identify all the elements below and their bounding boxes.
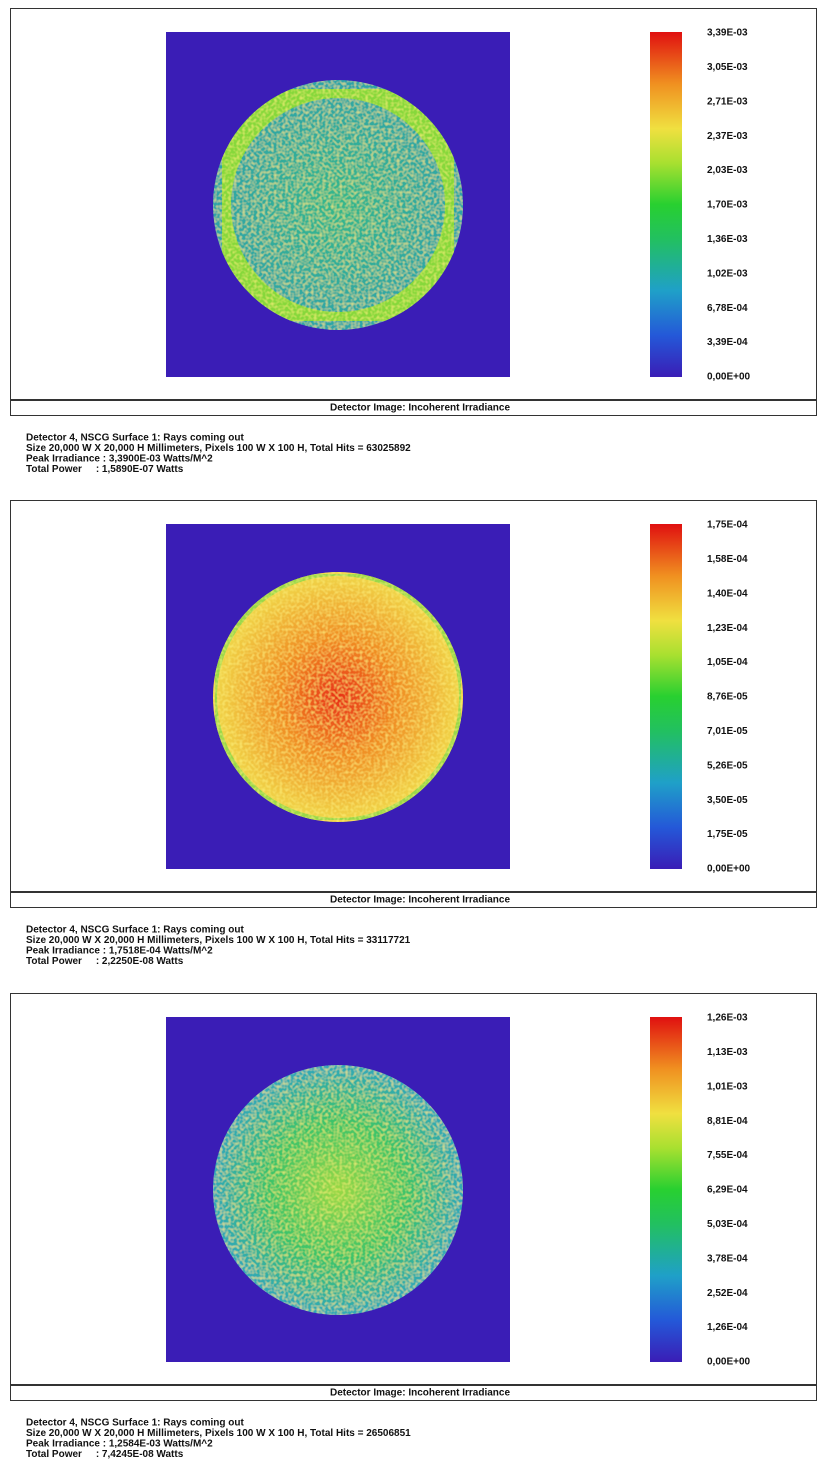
colorbar-label: 8,81E-04	[707, 1116, 748, 1127]
colorbar-label: 3,39E-04	[707, 337, 748, 348]
colorbar-label: 1,01E-03	[707, 1081, 748, 1092]
caption: Detector Image: Incoherent Irradiance	[330, 403, 510, 414]
colorbar-label: 3,78E-04	[707, 1253, 748, 1264]
detector-ring	[213, 80, 463, 330]
info-line: Peak Irradiance : 1,7518E-04 Watts/M^2	[26, 946, 213, 957]
info-line: Total Power : 2,2250E-08 Watts	[26, 956, 184, 967]
info-line: Size 20,000 W X 20,000 H Millimeters, Pi…	[26, 443, 411, 454]
info-line: Size 20,000 W X 20,000 H Millimeters, Pi…	[26, 1428, 411, 1439]
info-line: Size 20,000 W X 20,000 H Millimeters, Pi…	[26, 935, 411, 946]
detector-spot	[213, 1065, 463, 1315]
colorbar-label: 6,78E-04	[707, 303, 748, 314]
colorbar-label: 6,29E-04	[707, 1185, 748, 1196]
colorbar-label: 8,76E-05	[707, 692, 748, 703]
colorbar-label: 1,26E-03	[707, 1013, 748, 1024]
colorbar-label: 2,52E-04	[707, 1288, 748, 1299]
caption: Detector Image: Incoherent Irradiance	[330, 895, 510, 906]
colorbar-label: 1,26E-04	[707, 1322, 748, 1333]
colorbar-label: 3,50E-05	[707, 795, 748, 806]
colorbar	[650, 524, 682, 869]
colorbar-label: 1,75E-05	[707, 829, 748, 840]
colorbar-label: 5,26E-05	[707, 760, 748, 771]
caption: Detector Image: Incoherent Irradiance	[330, 1388, 510, 1399]
colorbar-label: 1,36E-03	[707, 234, 748, 245]
colorbar-label: 0,00E+00	[707, 864, 751, 875]
colorbar-label: 2,37E-03	[707, 131, 748, 142]
colorbar-label: 1,70E-03	[707, 200, 748, 211]
colorbar-label: 2,03E-03	[707, 165, 748, 176]
colorbar-label: 2,71E-03	[707, 96, 748, 107]
colorbar-label: 1,58E-04	[707, 554, 748, 565]
colorbar-label: 1,40E-04	[707, 588, 748, 599]
colorbar-label: 1,23E-04	[707, 623, 748, 634]
detector-spot	[213, 572, 463, 822]
colorbar	[650, 32, 682, 377]
info-line: Total Power : 7,4245E-08 Watts	[26, 1449, 184, 1460]
colorbar-label: 0,00E+00	[707, 1357, 751, 1368]
detector-ring	[213, 572, 463, 822]
info-line: Detector 4, NSCG Surface 1: Rays coming …	[26, 1418, 245, 1429]
info-line: Detector 4, NSCG Surface 1: Rays coming …	[26, 925, 245, 936]
colorbar-label: 7,55E-04	[707, 1150, 748, 1161]
colorbar	[650, 1017, 682, 1362]
colorbar-label: 1,13E-03	[707, 1047, 748, 1058]
colorbar-label: 0,00E+00	[707, 372, 751, 383]
colorbar-label: 1,05E-04	[707, 657, 748, 668]
info-line: Detector 4, NSCG Surface 1: Rays coming …	[26, 433, 245, 444]
colorbar-label: 1,75E-04	[707, 520, 748, 531]
colorbar-label: 5,03E-04	[707, 1219, 748, 1230]
colorbar-label: 1,02E-03	[707, 268, 748, 279]
info-line: Total Power : 1,5890E-07 Watts	[26, 464, 184, 475]
colorbar-label: 3,05E-03	[707, 62, 748, 73]
colorbar-label: 7,01E-05	[707, 726, 748, 737]
detector-spot	[213, 80, 463, 330]
info-line: Peak Irradiance : 1,2584E-03 Watts/M^2	[26, 1439, 213, 1450]
info-line: Peak Irradiance : 3,3900E-03 Watts/M^2	[26, 454, 213, 465]
colorbar-label: 3,39E-03	[707, 28, 748, 39]
